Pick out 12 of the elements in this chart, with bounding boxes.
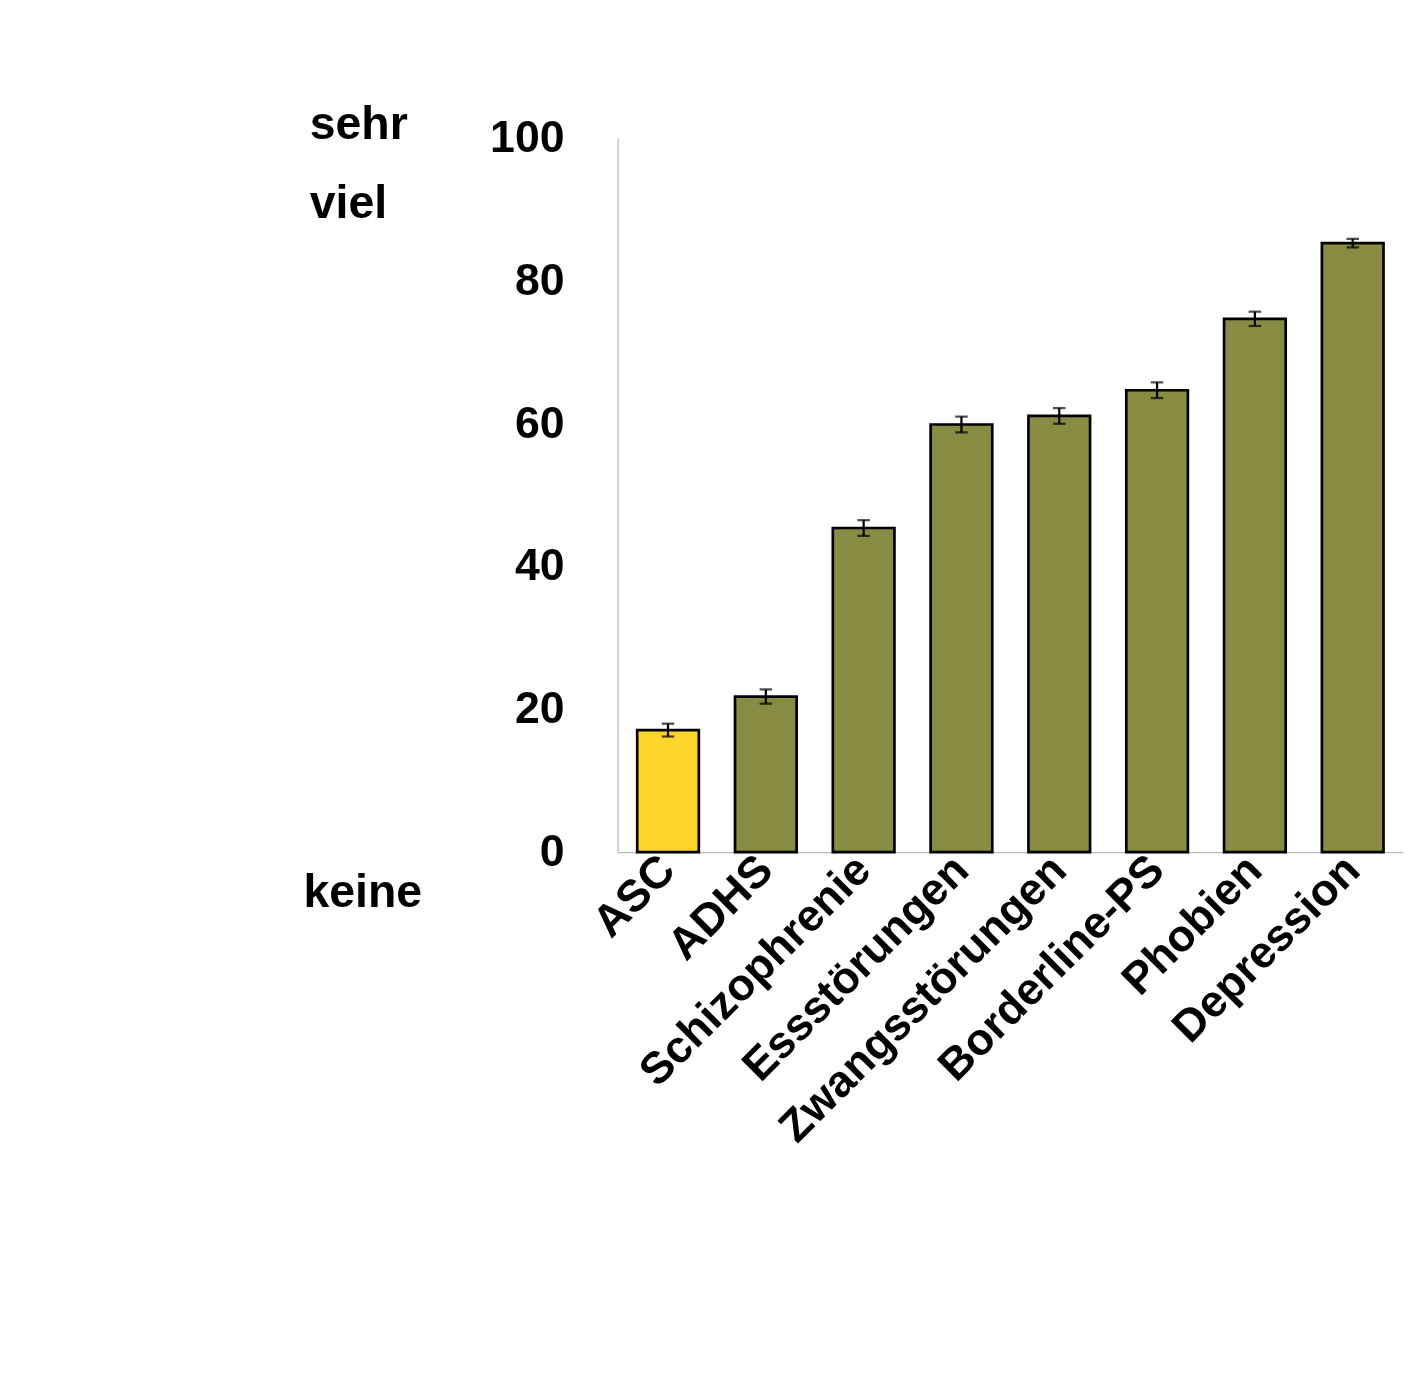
y-tick-label: 40	[514, 540, 565, 590]
bar	[635, 728, 701, 854]
y-tick-label: 20	[514, 683, 565, 733]
bar	[733, 695, 798, 854]
text: sehr viel	[309, 97, 408, 228]
text: keine	[303, 864, 423, 917]
y-tick-label: 100	[490, 112, 565, 161]
y-tick-label: 80	[514, 254, 565, 304]
y-tick-label: 60	[514, 397, 565, 447]
y-tick-label: 0	[539, 826, 565, 876]
bar	[1320, 241, 1385, 854]
bar	[1222, 317, 1288, 854]
